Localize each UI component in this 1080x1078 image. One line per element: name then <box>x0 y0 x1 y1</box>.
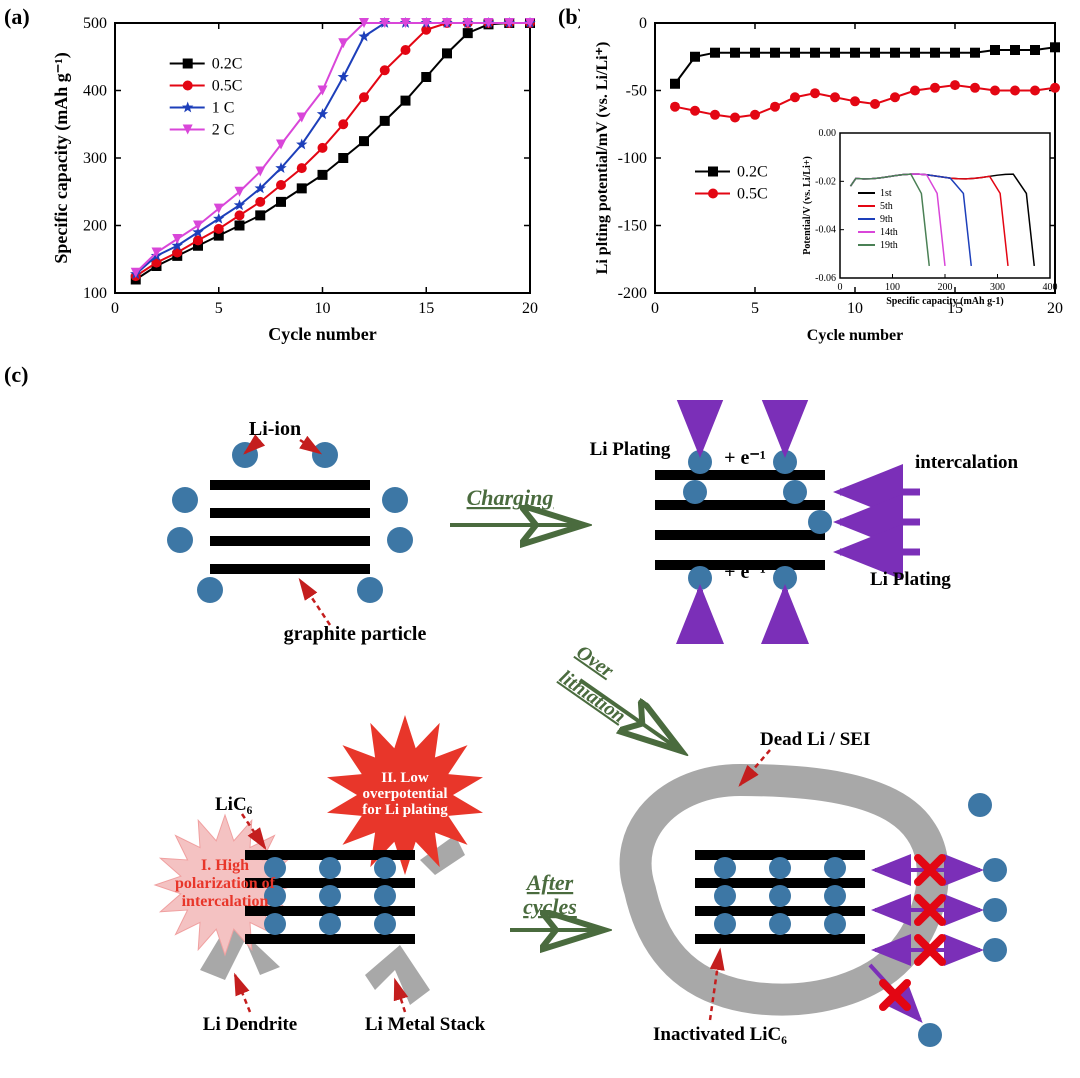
svg-text:300: 300 <box>990 282 1005 293</box>
svg-text:0: 0 <box>651 300 659 317</box>
svg-text:400: 400 <box>83 83 107 100</box>
svg-text:After: After <box>525 870 574 895</box>
svg-text:0: 0 <box>111 300 119 317</box>
svg-text:Charging: Charging <box>467 485 554 510</box>
svg-text:Li Plating: Li Plating <box>870 569 951 590</box>
svg-text:polarization of: polarization of <box>175 875 276 892</box>
panel-label-a: (a) <box>4 4 30 30</box>
svg-text:10: 10 <box>847 300 863 317</box>
svg-text:for Li plating: for Li plating <box>362 802 448 818</box>
svg-text:0.5C: 0.5C <box>737 186 768 203</box>
svg-text:200: 200 <box>938 282 953 293</box>
svg-text:overpotential: overpotential <box>363 786 448 802</box>
svg-text:Potential/V (vs. Li/Li+): Potential/V (vs. Li/Li+) <box>802 156 813 255</box>
svg-text:+ e⁻¹: + e⁻¹ <box>724 561 766 583</box>
svg-text:Li Plating: Li Plating <box>590 439 671 460</box>
svg-text:graphite particle: graphite particle <box>284 623 427 645</box>
svg-text:+ e⁻¹: + e⁻¹ <box>724 447 766 469</box>
svg-text:0.5C: 0.5C <box>212 78 243 95</box>
svg-text:2 C: 2 C <box>212 122 235 139</box>
svg-text:400: 400 <box>1043 282 1058 293</box>
svg-text:Li Metal Stack: Li Metal Stack <box>365 1014 486 1035</box>
svg-text:1st: 1st <box>880 188 892 199</box>
svg-text:Specific capacity (mAh g⁻¹): Specific capacity (mAh g⁻¹) <box>51 52 72 263</box>
svg-text:-100: -100 <box>618 150 647 167</box>
svg-text:200: 200 <box>83 218 107 235</box>
svg-text:14th: 14th <box>880 227 898 238</box>
svg-text:Specific capacity (mAh g-1): Specific capacity (mAh g-1) <box>886 296 1003 307</box>
svg-text:20: 20 <box>522 300 538 317</box>
svg-text:100: 100 <box>885 282 900 293</box>
chart-a: 0 5 10 15 20 100 200 300 400 500 Cycle number Speci… <box>40 8 545 348</box>
svg-text:cycles: cycles <box>523 894 577 919</box>
svg-text:-200: -200 <box>618 285 647 302</box>
svg-text:100: 100 <box>83 285 107 302</box>
svg-text:lithiation: lithiation <box>555 666 630 727</box>
svg-text:intercalation: intercalation <box>182 893 269 910</box>
svg-text:-150: -150 <box>618 218 647 235</box>
svg-text:Li-ion: Li-ion <box>249 418 301 440</box>
svg-text:Cycle number: Cycle number <box>807 327 903 344</box>
svg-text:0: 0 <box>639 15 647 32</box>
diagram-c: Li-ion graphite particle Charging Li Platin… <box>80 400 1040 1070</box>
svg-text:Dead Li / SEI: Dead Li / SEI <box>760 729 870 750</box>
svg-text:1 C: 1 C <box>212 100 235 117</box>
svg-text:0.2C: 0.2C <box>737 164 768 181</box>
svg-text:5th: 5th <box>880 201 893 212</box>
svg-text:5: 5 <box>215 300 223 317</box>
svg-text:9th: 9th <box>880 214 893 225</box>
svg-text:0.2C: 0.2C <box>212 56 243 73</box>
svg-text:15: 15 <box>418 300 434 317</box>
svg-text:Li Dendrite: Li Dendrite <box>203 1014 297 1035</box>
svg-text:I. High: I. High <box>201 857 249 874</box>
svg-text:II. Low: II. Low <box>381 770 429 786</box>
svg-text:Li plting potential/mV (vs. Li: Li plting potential/mV (vs. Li/Li⁺) <box>594 42 611 275</box>
svg-text:20: 20 <box>1047 300 1063 317</box>
svg-text:5: 5 <box>751 300 759 317</box>
svg-text:0: 0 <box>838 282 843 293</box>
svg-text:LiC₆: LiC₆ <box>215 794 253 815</box>
svg-text:-50: -50 <box>626 83 647 100</box>
panel-label-c: (c) <box>4 362 28 388</box>
svg-text:10: 10 <box>315 300 331 317</box>
svg-text:Inactivated LiC₆: Inactivated LiC₆ <box>653 1024 787 1045</box>
svg-text:300: 300 <box>83 150 107 167</box>
svg-text:Cycle number: Cycle number <box>268 324 376 344</box>
svg-text:0.00: 0.00 <box>819 128 837 139</box>
chart-b: 05101520-200-150-100-500Cycle numberLi p… <box>580 8 1070 348</box>
svg-text:intercalation: intercalation <box>915 452 1019 473</box>
svg-text:-0.02: -0.02 <box>815 176 836 187</box>
svg-text:-0.04: -0.04 <box>815 225 836 236</box>
svg-text:500: 500 <box>83 15 107 32</box>
svg-text:19th: 19th <box>880 240 898 251</box>
svg-text:-0.06: -0.06 <box>815 273 836 284</box>
